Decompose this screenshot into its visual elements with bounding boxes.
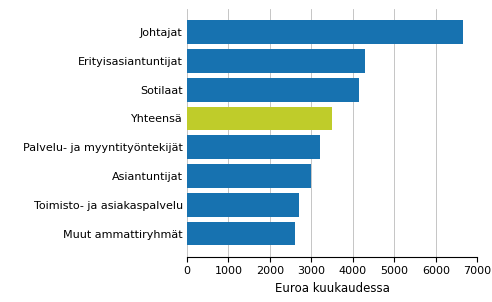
Bar xyxy=(187,20,463,44)
Bar xyxy=(187,78,359,101)
X-axis label: Euroa kuukaudessa: Euroa kuukaudessa xyxy=(275,282,390,295)
Bar xyxy=(187,222,295,246)
Bar xyxy=(187,193,299,217)
Bar xyxy=(187,164,311,188)
Bar xyxy=(187,136,320,159)
Bar xyxy=(187,49,365,73)
Bar xyxy=(187,107,332,130)
